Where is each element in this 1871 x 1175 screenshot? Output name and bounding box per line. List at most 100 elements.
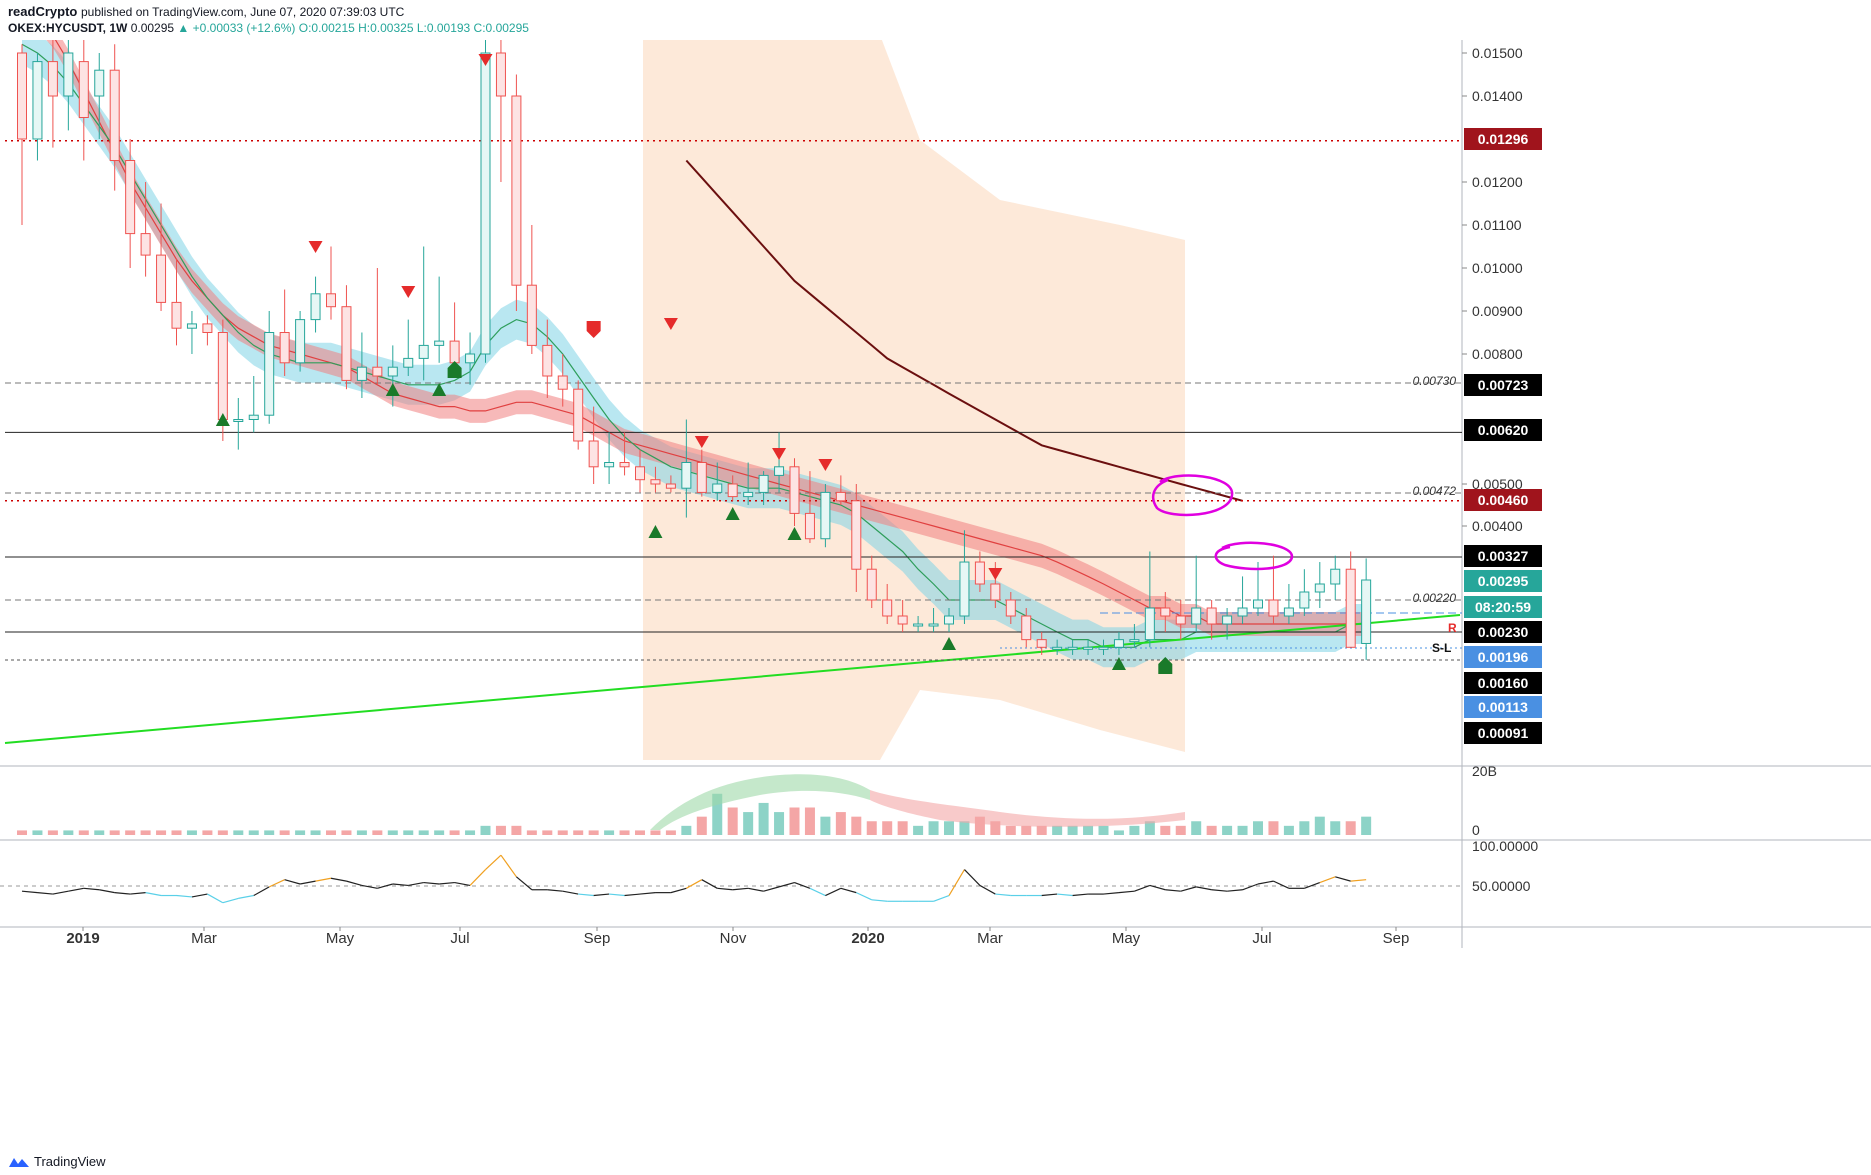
oscillator-segment bbox=[578, 893, 594, 897]
price-chart[interactable]: 0.00730 0.00472 0.00220 R S-L 0.01500 0.01400 0… bbox=[0, 40, 1871, 1140]
volume-bar bbox=[944, 821, 954, 835]
volume-bar bbox=[1098, 825, 1109, 835]
x-tick-label: Mar bbox=[977, 930, 1003, 947]
volume-bar bbox=[758, 802, 769, 835]
candle-body bbox=[17, 52, 27, 140]
candle bbox=[1222, 608, 1233, 640]
candle bbox=[1314, 562, 1325, 608]
price-label-text: 08:20:59 bbox=[1475, 599, 1531, 615]
candle bbox=[882, 584, 893, 624]
sl-label: S-L bbox=[1432, 641, 1451, 655]
volume-bar bbox=[851, 816, 862, 835]
candle bbox=[758, 471, 769, 505]
volume-axis-label: 0 bbox=[1472, 822, 1480, 838]
candle-body bbox=[913, 623, 924, 627]
oscillator-segment bbox=[995, 893, 1011, 897]
candle bbox=[1129, 624, 1140, 648]
oscillator-segment bbox=[562, 890, 579, 895]
volume-bar bbox=[1299, 821, 1310, 835]
oscillator-segment bbox=[21, 890, 38, 894]
oscillator-segment bbox=[1118, 890, 1135, 894]
candle bbox=[47, 40, 58, 148]
volume-bar bbox=[233, 830, 244, 835]
candle-body bbox=[542, 344, 553, 377]
last-price: 0.00295 bbox=[130, 21, 175, 35]
candle-body bbox=[1052, 646, 1063, 650]
candle-body bbox=[727, 483, 738, 498]
oscillator-segment bbox=[871, 899, 888, 902]
candle bbox=[109, 44, 120, 191]
volume-bar bbox=[882, 821, 893, 835]
volume-bar bbox=[78, 830, 89, 835]
price-label-text: 0.00723 bbox=[1478, 377, 1529, 393]
candle bbox=[650, 466, 661, 493]
candle-body bbox=[588, 440, 599, 468]
candle-body bbox=[202, 323, 213, 333]
y-tick-label: 0.01200 bbox=[1472, 174, 1523, 190]
candle bbox=[1206, 600, 1217, 640]
candle bbox=[341, 285, 352, 390]
candle-body bbox=[1005, 599, 1016, 617]
oscillator-segment bbox=[408, 881, 424, 887]
oscillator-segment bbox=[1180, 886, 1197, 892]
candle bbox=[1098, 639, 1109, 655]
volume-bar bbox=[109, 830, 120, 835]
candle bbox=[557, 354, 568, 407]
candle bbox=[897, 600, 908, 632]
oscillator-segment bbox=[52, 890, 69, 895]
candle-body bbox=[835, 491, 846, 502]
buy-triangle-icon bbox=[432, 383, 447, 396]
candle bbox=[480, 40, 491, 363]
footer-brand[interactable]: TradingView bbox=[34, 1154, 106, 1169]
candle bbox=[495, 40, 506, 182]
candle bbox=[233, 398, 244, 450]
candle-body bbox=[696, 462, 707, 493]
candle-body bbox=[681, 462, 692, 489]
oscillator-segment bbox=[1350, 879, 1367, 882]
volume-bar bbox=[480, 825, 491, 835]
candle-body bbox=[480, 52, 491, 355]
publisher-name[interactable]: readCrypto bbox=[8, 4, 78, 19]
candle-body bbox=[1113, 639, 1124, 648]
price-label-text: 0.00230 bbox=[1478, 624, 1529, 640]
volume-bar bbox=[1345, 821, 1356, 835]
candle-body bbox=[557, 375, 568, 390]
published-text: published on TradingView.com, June 07, 2… bbox=[80, 5, 405, 19]
candle bbox=[248, 376, 259, 433]
price-label-box bbox=[1464, 621, 1542, 643]
volume-bar bbox=[928, 821, 939, 835]
price-axis-label: 0.00160 bbox=[1464, 672, 1542, 694]
volume-bar bbox=[727, 807, 738, 835]
oscillator-segment bbox=[717, 887, 733, 891]
volume-bar bbox=[913, 825, 924, 835]
price-label-text: 0.00620 bbox=[1478, 422, 1529, 438]
volume-bar bbox=[356, 830, 367, 835]
candle-body bbox=[418, 344, 429, 359]
volume-bar bbox=[1036, 825, 1047, 835]
volume-bar bbox=[264, 830, 275, 835]
oscillator-segment bbox=[609, 893, 625, 897]
volume-bar bbox=[1268, 821, 1279, 835]
price-label-box bbox=[1464, 696, 1542, 718]
candle bbox=[94, 53, 105, 139]
oscillator-segment bbox=[1227, 889, 1243, 892]
volume-bar bbox=[1237, 825, 1248, 835]
oscillator-segment bbox=[1149, 884, 1166, 891]
candle-body bbox=[820, 491, 831, 540]
candle bbox=[17, 44, 27, 225]
volume-bar bbox=[1113, 830, 1124, 835]
buy-house-icon bbox=[447, 361, 462, 378]
volume-bar bbox=[650, 830, 661, 835]
price-axis-label: 0.00196 bbox=[1464, 646, 1542, 668]
candle-body bbox=[1345, 568, 1356, 648]
oscillator-segment bbox=[485, 854, 502, 871]
oscillator-segment bbox=[346, 880, 363, 887]
oscillator-segment bbox=[83, 887, 100, 891]
volume-bar bbox=[341, 830, 352, 835]
sell-triangle-icon bbox=[308, 241, 323, 253]
candle-body bbox=[140, 233, 151, 256]
oscillator-segment bbox=[840, 887, 857, 894]
candle-body bbox=[526, 284, 537, 346]
volume-bar bbox=[1191, 821, 1202, 835]
oscillator-segment bbox=[361, 884, 378, 889]
